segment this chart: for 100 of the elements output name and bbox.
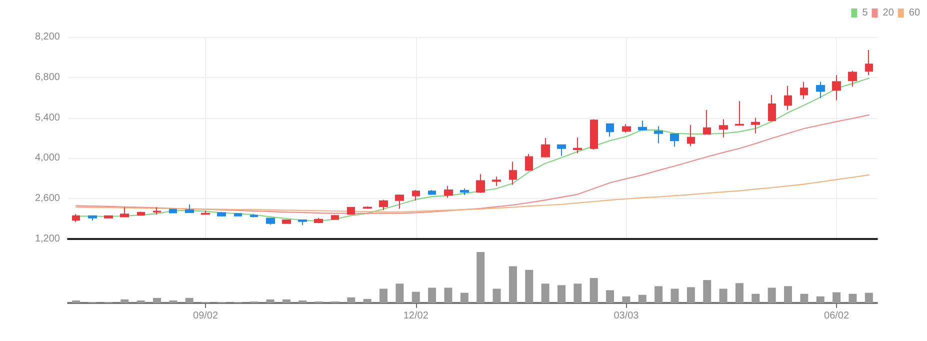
- y-tick-label: 8,200: [34, 32, 60, 42]
- legend-label: 5: [862, 8, 868, 18]
- line-series: [76, 114, 870, 214]
- candlestick: [768, 94, 776, 122]
- bar: [508, 266, 517, 303]
- candlestick: [622, 124, 631, 134]
- candlestick: [670, 133, 679, 148]
- bar: [606, 290, 614, 303]
- bar: [428, 288, 436, 303]
- bar: [654, 286, 663, 303]
- legend-label: 20: [882, 8, 894, 18]
- candlestick: [816, 81, 825, 99]
- candlestick: [492, 176, 501, 186]
- bar: [768, 288, 776, 303]
- bar: [816, 296, 824, 303]
- candlestick: [185, 204, 194, 214]
- candlestick: [234, 212, 242, 217]
- bar: [525, 270, 534, 303]
- candlestick: [153, 206, 161, 215]
- candlestick: [72, 214, 80, 222]
- bar: [590, 278, 598, 303]
- bar: [185, 298, 194, 303]
- candlestick: [832, 74, 841, 101]
- y-tick-label: 5,400: [34, 112, 60, 124]
- x-tick-label: 12/02: [403, 310, 429, 322]
- candlestick: [606, 123, 614, 138]
- bar: [703, 280, 712, 303]
- bar: [752, 294, 760, 303]
- candlestick: [282, 219, 291, 224]
- candlestick: [104, 215, 113, 219]
- candlestick: [298, 219, 307, 226]
- bar: [363, 298, 372, 303]
- y-tick-label: 2,600: [34, 193, 60, 204]
- bar: [169, 300, 178, 303]
- candlestick: [557, 144, 566, 156]
- candlestick: [314, 217, 323, 224]
- legend-label: 60: [908, 8, 920, 18]
- candlestick: [703, 110, 711, 136]
- bar: [622, 296, 630, 303]
- bar: [412, 292, 420, 303]
- bar: [541, 284, 550, 303]
- y-tick-label: 4,000: [34, 152, 60, 164]
- bar: [72, 300, 80, 303]
- candlestick: [347, 206, 355, 216]
- bar: [476, 252, 485, 303]
- bar: [152, 298, 161, 303]
- bar: [298, 300, 307, 303]
- bar: [460, 292, 468, 303]
- bar: [574, 284, 582, 303]
- candlestick: [395, 194, 404, 210]
- bar: [832, 292, 841, 303]
- candlestick: [120, 206, 129, 218]
- candlestick: [751, 117, 760, 134]
- bar: [800, 294, 808, 303]
- bar: [735, 283, 744, 303]
- candlestick: [735, 100, 744, 126]
- bar: [266, 299, 274, 303]
- candlestick: [848, 70, 857, 88]
- candlestick: [412, 189, 420, 202]
- bar: [670, 288, 679, 303]
- x-tick-label: 03/03: [614, 310, 640, 322]
- candlestick: [654, 126, 663, 144]
- bar: [380, 288, 388, 303]
- x-tick-label: 09/02: [193, 310, 218, 322]
- bar: [136, 300, 145, 303]
- candlestick: [331, 214, 339, 220]
- bar: [347, 297, 356, 303]
- bar: [444, 288, 452, 303]
- candlestick: [687, 124, 695, 147]
- candlestick: [476, 174, 485, 194]
- y-tick-label: 1,200: [34, 234, 60, 244]
- candlestick: [266, 217, 275, 226]
- bar: [120, 299, 129, 303]
- candlestick: [638, 120, 647, 132]
- y-tick-label: 6,800: [34, 72, 60, 83]
- candlestick: [137, 211, 145, 216]
- candlestick: [217, 211, 226, 217]
- candlestick: [573, 136, 582, 154]
- bar: [396, 284, 404, 303]
- candlestick: [428, 189, 436, 196]
- candlestick: [444, 185, 453, 198]
- candlestick: [719, 118, 728, 138]
- candlestick: [88, 215, 97, 222]
- x-tick-label: 06/02: [824, 310, 850, 322]
- bar: [719, 288, 728, 303]
- bar: [686, 287, 695, 303]
- bar: [557, 285, 566, 303]
- candlestick: [509, 161, 517, 186]
- candlestick: [250, 214, 258, 218]
- candlestick: [201, 210, 210, 216]
- candlestick: [541, 138, 550, 158]
- bar: [492, 288, 501, 303]
- line-series: [76, 174, 870, 212]
- candlestick: [460, 188, 469, 196]
- bar: [638, 294, 646, 303]
- candlestick: [784, 85, 792, 111]
- candlestick: [169, 208, 177, 214]
- candlestick: [800, 81, 808, 100]
- candlestick: [379, 199, 388, 211]
- candlestick: [525, 153, 533, 172]
